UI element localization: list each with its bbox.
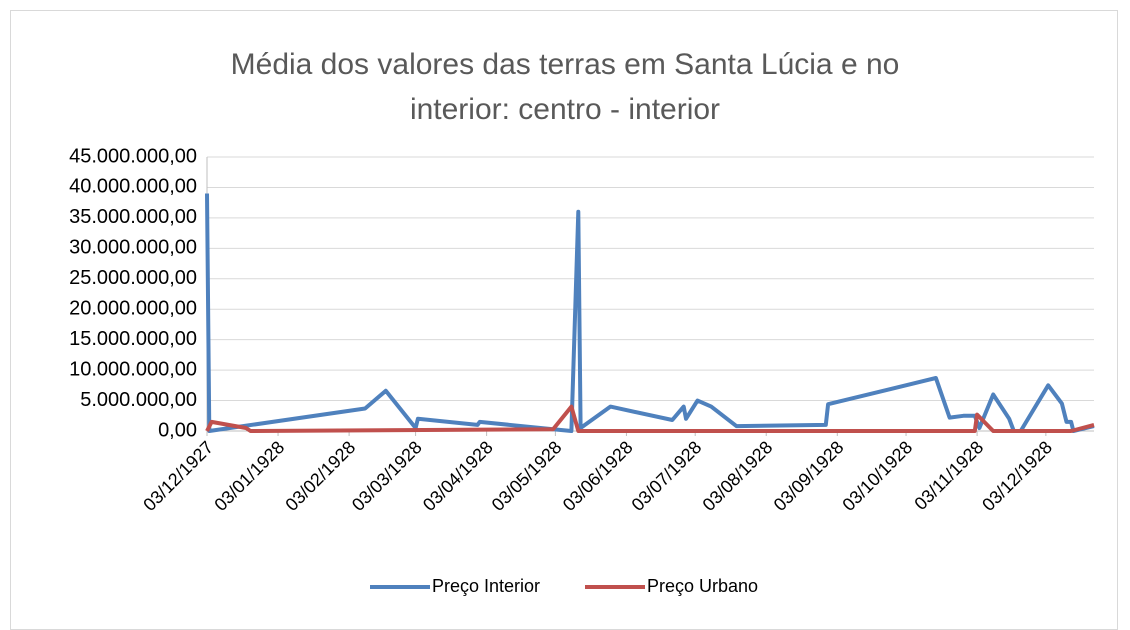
- y-tick-label: 5.000.000,00: [80, 389, 197, 411]
- x-tick-label: 03/02/1928: [281, 437, 359, 515]
- y-tick-label: 20.000.000,00: [69, 298, 197, 320]
- x-tick-label: 03/10/1928: [838, 437, 916, 515]
- x-tick-label: 03/07/1928: [628, 437, 706, 515]
- y-tick-label: 15.000.000,00: [69, 328, 197, 350]
- x-tick-label: 03/05/1928: [488, 437, 566, 515]
- y-tick-label: 35.000.000,00: [69, 206, 197, 228]
- legend-label: Preço Urbano: [647, 576, 758, 596]
- y-tick-label: 30.000.000,00: [69, 237, 197, 259]
- y-tick-label: 10.000.000,00: [69, 358, 197, 380]
- y-tick-label: 40.000.000,00: [69, 176, 197, 198]
- x-tick-label: 03/12/1927: [139, 437, 217, 515]
- chart-title: Média dos valores das terras em Santa Lú…: [230, 48, 900, 126]
- legend-label: Preço Interior: [432, 576, 540, 596]
- y-tick-label: 25.000.000,00: [69, 267, 197, 289]
- x-tick-label: 03/12/1928: [978, 437, 1056, 515]
- y-tick-label: 45.000.000,00: [69, 145, 197, 167]
- series-line: [205, 404, 1095, 433]
- x-tick-label: 03/08/1928: [699, 437, 777, 515]
- series-line: [205, 193, 1095, 433]
- x-tick-label: 03/06/1928: [559, 437, 637, 515]
- x-tick-label: 03/01/1928: [210, 437, 288, 515]
- y-tick-label: 0,00: [158, 419, 197, 441]
- x-tick-label: 03/04/1928: [419, 437, 497, 515]
- x-tick-label: 03/03/1928: [348, 437, 426, 515]
- x-tick-label: 03/09/1928: [770, 437, 848, 515]
- x-tick-label: 03/11/1928: [910, 437, 987, 514]
